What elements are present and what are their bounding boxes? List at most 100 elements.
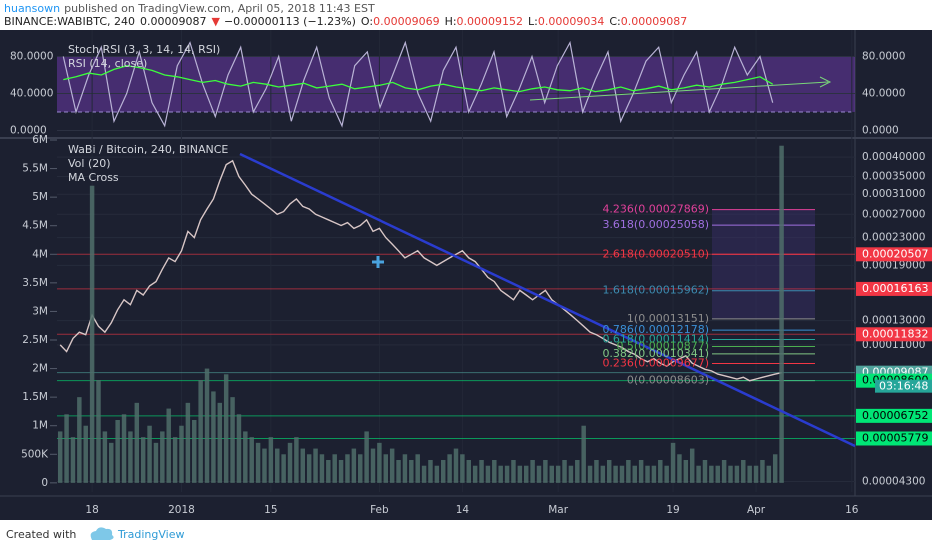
level-label: 0.00005779: [862, 431, 928, 444]
countdown: 03:16:48: [879, 380, 928, 393]
legend-entry: Vol (20): [68, 157, 111, 170]
volume-bar: [447, 454, 452, 483]
volume-bar: [721, 460, 727, 483]
low-label: L:: [528, 15, 538, 28]
volume-bar: [128, 431, 133, 483]
volume-bar: [677, 454, 682, 483]
volume-bar: [466, 460, 472, 483]
volume-bar: [383, 454, 389, 483]
change: −0.00000113 (−1.23%): [224, 15, 356, 28]
volume-bar: [275, 448, 280, 483]
x-tick-label: Mar: [548, 504, 568, 516]
volume-bar: [440, 460, 446, 483]
y-tick-label: 40.0000: [862, 87, 905, 99]
direction: ▼: [211, 15, 220, 28]
volume-bar: [504, 465, 510, 483]
volume-bar: [134, 402, 140, 483]
volume-bar: [204, 368, 210, 483]
front-layer: 80.0000 80.0000 40.0000 40.0000 0.0000 0.0000…: [10, 43, 932, 516]
y-tick-label: 0.0000: [10, 124, 47, 136]
legend-entry: Stoch RSI (3, 3, 14, 14, RSI): [68, 43, 220, 56]
volume-bar: [306, 454, 312, 483]
volume-bar: [358, 454, 363, 483]
volume-bar: [734, 465, 740, 483]
volume-bar: [351, 448, 357, 483]
volume-bar: [651, 465, 657, 483]
volume-bar: [645, 465, 650, 483]
y2-tick-label: 5M: [32, 191, 48, 203]
y-tick-label: 80.0000: [10, 50, 53, 62]
y2-tick-label: 500K: [21, 448, 49, 460]
y-tick-label: 80.0000: [862, 50, 905, 62]
brand[interactable]: TradingView: [117, 528, 184, 541]
crosshair-marker: [372, 256, 384, 268]
volume-bar: [345, 454, 350, 483]
volume-bar: [172, 437, 178, 483]
volume-bar: [434, 465, 440, 483]
volume-bar: [70, 437, 76, 483]
volume-bar: [689, 448, 695, 483]
volume-bar: [460, 454, 465, 483]
fib-label: 1.618(0.00015962): [602, 284, 709, 297]
y2-tick-label: 2M: [32, 363, 48, 375]
volume-bar: [555, 465, 561, 483]
rsi-trend-arrow: [529, 81, 829, 101]
trend-line: [239, 152, 856, 448]
fib-label: 4.236(0.00027869): [602, 203, 709, 216]
series-line: [59, 159, 782, 382]
volume-bar: [664, 465, 669, 483]
volume-bar: [543, 460, 548, 483]
close: 0.00009087: [621, 15, 687, 28]
volume-bar: [198, 380, 203, 483]
fib-label: 1(0.00013151): [627, 312, 709, 325]
y-tick-label: 0.00023000: [862, 232, 925, 244]
series-line: [63, 65, 774, 93]
volume-bar: [287, 442, 293, 483]
y2-tick-label: 2.5M: [22, 334, 48, 346]
volume-bar: [575, 460, 580, 483]
volume-bar: [779, 145, 784, 483]
volume-bar: [121, 414, 127, 483]
publish-line: huansown published on TradingView.com, Ap…: [4, 2, 375, 15]
volume-bar: [530, 460, 535, 483]
volume-bar: [421, 465, 427, 483]
brand-logo[interactable]: [90, 527, 114, 540]
x-tick-label: 15: [264, 504, 277, 516]
published: published on TradingView.com, April 05, …: [64, 2, 375, 15]
volume-bar: [568, 465, 574, 483]
volume-bar: [760, 460, 765, 483]
volume-bar: [223, 374, 229, 483]
volume-bar: [255, 442, 261, 483]
fib-label: 0.5(0.00010877): [616, 340, 709, 353]
y-tick-label: 0.00013000: [862, 315, 925, 327]
volume-bar: [638, 460, 644, 483]
y2-tick-label: 0: [41, 477, 48, 489]
x-tick-label: 2018: [168, 504, 195, 516]
y2-tick-label: 1.5M: [22, 391, 48, 403]
low: 0.00009034: [538, 15, 604, 28]
created-with: Created with: [6, 528, 76, 541]
volume-bar: [326, 460, 331, 483]
volume-bar: [472, 465, 478, 483]
fib-label: 3.618(0.00025058): [602, 218, 709, 231]
author[interactable]: huansown: [4, 2, 60, 15]
volume-bar: [294, 437, 299, 483]
volume-bar: [236, 414, 242, 483]
volume-bar: [581, 425, 586, 483]
y-tick-label: 0.00035000: [862, 171, 925, 183]
volume-bar: [670, 442, 676, 483]
y-tick-label: 0.00031000: [862, 188, 925, 200]
legend-entry: RSI (14, close): [68, 57, 147, 70]
volume-bar: [728, 465, 733, 483]
volume-bar: [772, 454, 778, 483]
series-line: [62, 40, 774, 128]
volume-bar: [696, 465, 701, 483]
level-box: [856, 281, 932, 296]
volume-bar: [549, 465, 554, 483]
volume-bar: [57, 431, 63, 483]
volume-bar: [243, 431, 248, 483]
volume-bar: [96, 380, 101, 483]
volume-bar: [332, 454, 337, 483]
volume-bar: [338, 460, 344, 483]
volume-bar: [485, 465, 491, 483]
